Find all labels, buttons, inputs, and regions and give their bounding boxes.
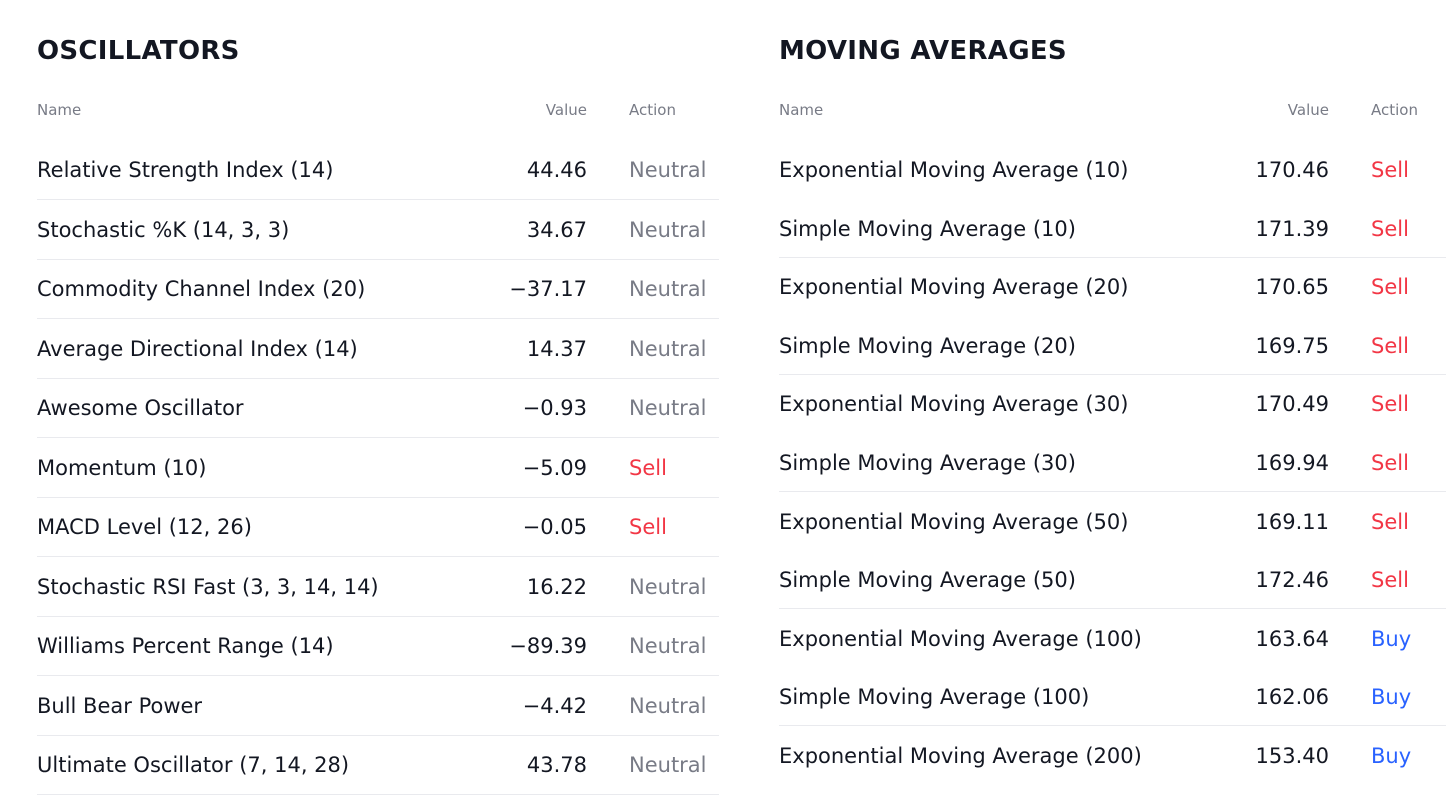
indicator-action: Buy [1371,685,1412,710]
indicator-name[interactable]: MACD Level (12, 26) [37,515,252,539]
indicator-action: Sell [1371,275,1409,300]
row-divider [37,734,719,736]
indicator-action: Neutral [629,217,707,242]
row-divider [37,794,719,795]
oscillators-table-header: Name Value Action [37,101,719,121]
indicator-action: Neutral [629,277,707,301]
indicator-name[interactable]: Commodity Channel Index (20) [37,277,366,301]
row-divider [37,258,719,260]
column-header-name: Name [37,101,82,119]
indicator-value: 16.22 [526,574,587,599]
indicator-action: Neutral [629,753,707,777]
row-divider [37,496,719,498]
indicator-value: 163.64 [1255,626,1329,651]
indicator-action: Neutral [629,693,707,718]
row-divider [37,615,719,617]
row-divider [37,199,719,200]
indicator-name[interactable]: Average Directional Index (14) [37,336,358,361]
indicator-action: Neutral [629,634,707,658]
indicator-value: 170.46 [1255,158,1329,182]
indicator-action: Sell [1371,392,1409,417]
column-header-value: Value [1287,101,1329,119]
indicator-name[interactable]: Simple Moving Average (20) [779,333,1076,358]
indicator-value: 171.39 [1255,216,1329,241]
oscillators-title: OSCILLATORS [37,36,240,66]
indicator-action: Neutral [629,336,707,361]
indicator-name[interactable]: Williams Percent Range (14) [37,634,334,658]
indicator-value: 169.94 [1255,451,1329,475]
row-divider [37,318,719,319]
indicator-value: −37.17 [509,277,587,301]
indicator-name[interactable]: Ultimate Oscillator (7, 14, 28) [37,753,350,777]
indicator-value: −89.39 [509,634,587,658]
indicator-name[interactable]: Stochastic %K (14, 3, 3) [37,217,290,242]
indicator-name[interactable]: Exponential Moving Average (10) [779,158,1129,182]
indicator-name[interactable]: Relative Strength Index (14) [37,158,334,182]
indicator-name[interactable]: Exponential Moving Average (50) [779,509,1129,534]
indicator-value: 169.75 [1255,333,1329,358]
row-divider [37,377,719,379]
indicator-action: Sell [629,515,667,539]
indicator-name[interactable]: Bull Bear Power [37,693,203,718]
indicator-name[interactable]: Exponential Moving Average (20) [779,275,1129,300]
indicator-value: 44.46 [526,158,587,182]
column-header-value: Value [545,101,587,119]
indicator-name[interactable]: Simple Moving Average (50) [779,568,1076,593]
indicator-value: 14.37 [526,336,587,361]
indicator-value: 34.67 [526,217,587,242]
indicator-name[interactable]: Awesome Oscillator [37,396,244,420]
indicator-value: 153.40 [1255,744,1329,768]
indicator-value: 170.49 [1255,392,1329,417]
indicator-value: 170.65 [1255,275,1329,300]
indicator-action: Sell [1371,568,1409,593]
indicator-value: −4.42 [522,693,587,718]
row-divider [779,491,1446,492]
indicator-value: −0.05 [522,515,587,539]
row-divider [37,556,719,557]
indicator-value: −5.09 [522,455,587,480]
indicator-name[interactable]: Simple Moving Average (10) [779,216,1076,241]
indicator-name[interactable]: Simple Moving Average (30) [779,451,1076,475]
indicator-value: 162.06 [1255,685,1329,710]
row-divider [37,675,719,676]
row-divider [779,373,1446,375]
row-divider [37,437,719,438]
moving-averages-title: MOVING AVERAGES [779,36,1067,66]
indicator-action: Neutral [629,158,707,182]
indicator-action: Sell [1371,509,1409,534]
indicator-value: 169.11 [1255,509,1329,534]
moving-averages-table-header: Name Value Action [779,101,1446,121]
indicator-action: Buy [1371,626,1412,651]
indicator-action: Buy [1371,744,1412,768]
column-header-name: Name [779,101,824,119]
indicator-action: Sell [1371,333,1409,358]
column-header-action: Action [1371,101,1418,119]
indicator-value: 43.78 [526,753,587,777]
indicator-action: Sell [1371,216,1409,241]
indicator-name[interactable]: Momentum (10) [37,455,207,480]
indicator-action: Sell [629,455,667,480]
indicator-name[interactable]: Simple Moving Average (100) [779,685,1090,710]
indicator-action: Sell [1371,158,1409,182]
indicator-name[interactable]: Exponential Moving Average (200) [779,744,1142,768]
indicator-name[interactable]: Exponential Moving Average (100) [779,626,1142,651]
row-divider [779,256,1446,258]
row-divider [779,608,1446,610]
indicator-name[interactable]: Stochastic RSI Fast (3, 3, 14, 14) [37,574,379,599]
column-header-action: Action [629,101,676,119]
indicator-value: 172.46 [1255,568,1329,593]
row-divider [779,725,1446,727]
indicator-value: −0.93 [522,396,587,420]
indicator-action: Sell [1371,451,1409,475]
indicator-action: Neutral [629,396,707,420]
indicator-action: Neutral [629,574,707,599]
indicator-name[interactable]: Exponential Moving Average (30) [779,392,1129,417]
